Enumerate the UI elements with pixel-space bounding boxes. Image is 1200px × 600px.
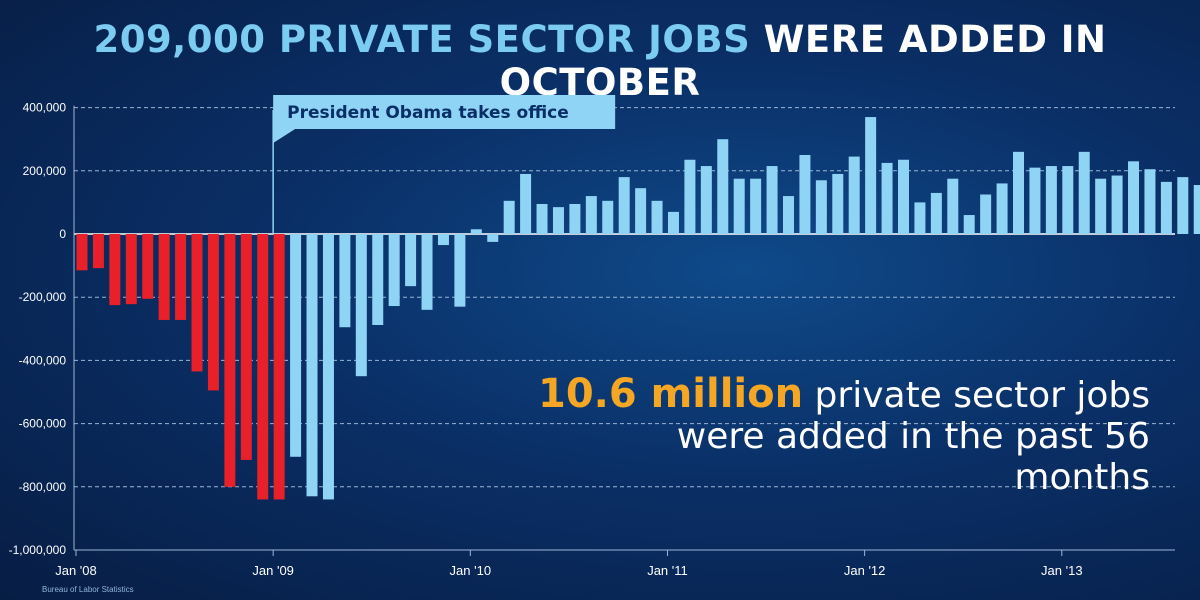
- bar-obama: [848, 156, 860, 234]
- bar-obama: [865, 117, 877, 234]
- bar-obama: [1144, 169, 1156, 234]
- annotation-label: President Obama takes office: [287, 103, 569, 123]
- source-note: Bureau of Labor Statistics: [42, 585, 134, 594]
- bars: [76, 117, 1200, 500]
- callout-big-number: 10.6 million: [537, 371, 804, 417]
- bar-pre-obama: [240, 234, 252, 460]
- bar-pre-obama: [224, 234, 236, 487]
- callout-line-1: 10.6 million private sector jobs: [530, 371, 1150, 417]
- bar-obama: [1177, 177, 1189, 234]
- y-tick-label: -600,000: [19, 417, 67, 431]
- bar-obama: [503, 200, 515, 234]
- bar-obama: [470, 229, 482, 234]
- bar-obama: [996, 183, 1008, 234]
- bar-obama: [980, 194, 992, 234]
- bar-obama: [1062, 166, 1074, 234]
- bar-obama: [766, 166, 778, 234]
- bar-obama: [290, 234, 302, 457]
- x-tick-label: Jan '09: [252, 563, 294, 578]
- x-tick-label: Jan '13: [1041, 563, 1083, 578]
- bar-obama: [684, 159, 696, 234]
- y-tick-label: 0: [59, 227, 66, 241]
- bar-obama: [1111, 175, 1123, 234]
- chart-title: 209,000 PRIVATE SECTOR JOBS WERE ADDED I…: [0, 18, 1200, 104]
- bar-obama: [520, 173, 532, 234]
- bar-obama: [536, 203, 548, 234]
- x-tick-label: Jan '08: [55, 563, 97, 578]
- bar-obama: [930, 192, 942, 234]
- bar-obama: [651, 200, 663, 234]
- callout-line-2: were added in the past 56 months: [676, 416, 1150, 498]
- bar-obama: [733, 178, 745, 234]
- bar-obama: [782, 196, 794, 234]
- bar-obama: [947, 178, 959, 234]
- bar-obama: [1128, 161, 1140, 234]
- bar-obama: [618, 177, 630, 234]
- bar-obama: [421, 234, 433, 310]
- bar-pre-obama: [76, 234, 88, 271]
- bar-obama: [1029, 167, 1041, 234]
- title-rest: WERE ADDED IN OCTOBER: [499, 18, 1107, 104]
- bar-obama: [1045, 166, 1057, 234]
- y-tick-label: -200,000: [19, 290, 67, 304]
- y-tick-label: -1,000,000: [9, 543, 67, 557]
- bar-pre-obama: [191, 234, 203, 372]
- bar-obama: [881, 162, 893, 234]
- x-tick-label: Jan '10: [450, 563, 492, 578]
- bar-pre-obama: [158, 234, 170, 320]
- bar-obama: [405, 234, 417, 287]
- y-tick-label: 200,000: [23, 164, 67, 178]
- bar-obama: [602, 200, 614, 234]
- bar-obama: [1013, 151, 1025, 234]
- bar-obama: [832, 173, 844, 234]
- bar-pre-obama: [125, 234, 137, 305]
- bar-obama: [1095, 178, 1107, 234]
- annotation-box: [273, 95, 616, 143]
- bar-obama: [635, 188, 647, 234]
- bar-obama: [569, 203, 581, 234]
- bar-obama: [700, 166, 712, 234]
- x-axis: Jan '08 Jan '09 Jan '10 Jan '11 Jan '12 Jan '…: [55, 549, 1175, 578]
- annotation: President Obama takes office: [272, 95, 616, 234]
- title-highlight: 209,000 PRIVATE SECTOR JOBS: [93, 18, 751, 61]
- bar-obama: [388, 234, 400, 307]
- bar-obama: [552, 207, 564, 234]
- bar-pre-obama: [257, 234, 269, 500]
- bar-obama: [1193, 185, 1200, 234]
- y-tick-label: -400,000: [19, 353, 67, 367]
- bar-obama: [1078, 151, 1090, 234]
- bar-obama: [799, 155, 811, 234]
- bar-pre-obama: [175, 234, 187, 320]
- bar-pre-obama: [92, 234, 104, 269]
- y-tick-label: 400,000: [23, 101, 67, 115]
- bar-pre-obama: [207, 234, 219, 391]
- callout-line-1-rest: private sector jobs: [814, 375, 1150, 416]
- bar-obama: [372, 234, 384, 326]
- bar-pre-obama: [273, 234, 285, 500]
- bar-obama: [306, 234, 318, 497]
- bar-obama: [437, 234, 449, 246]
- y-axis: 400,000 200,000 0 -200,000 -400,000 -600,000 -…: [9, 101, 75, 557]
- x-tick-label: Jan '12: [844, 563, 886, 578]
- bar-obama: [914, 202, 926, 234]
- bar-pre-obama: [142, 234, 154, 299]
- bar-obama: [487, 234, 499, 242]
- bar-obama: [1160, 181, 1172, 234]
- bar-obama: [667, 211, 679, 234]
- bar-obama: [717, 139, 729, 234]
- bar-obama: [454, 234, 466, 307]
- bar-pre-obama: [109, 234, 121, 306]
- bar-obama: [815, 180, 827, 234]
- bar-obama: [322, 234, 334, 500]
- summary-callout: 10.6 million private sector jobs were ad…: [530, 371, 1150, 499]
- x-tick-label: Jan '11: [647, 563, 688, 578]
- y-tick-label: -800,000: [19, 480, 67, 494]
- bar-obama: [355, 234, 367, 377]
- bar-obama: [898, 159, 909, 234]
- bar-obama: [750, 178, 762, 234]
- bar-obama: [585, 196, 597, 234]
- bar-obama: [339, 234, 351, 328]
- bar-obama: [963, 215, 975, 234]
